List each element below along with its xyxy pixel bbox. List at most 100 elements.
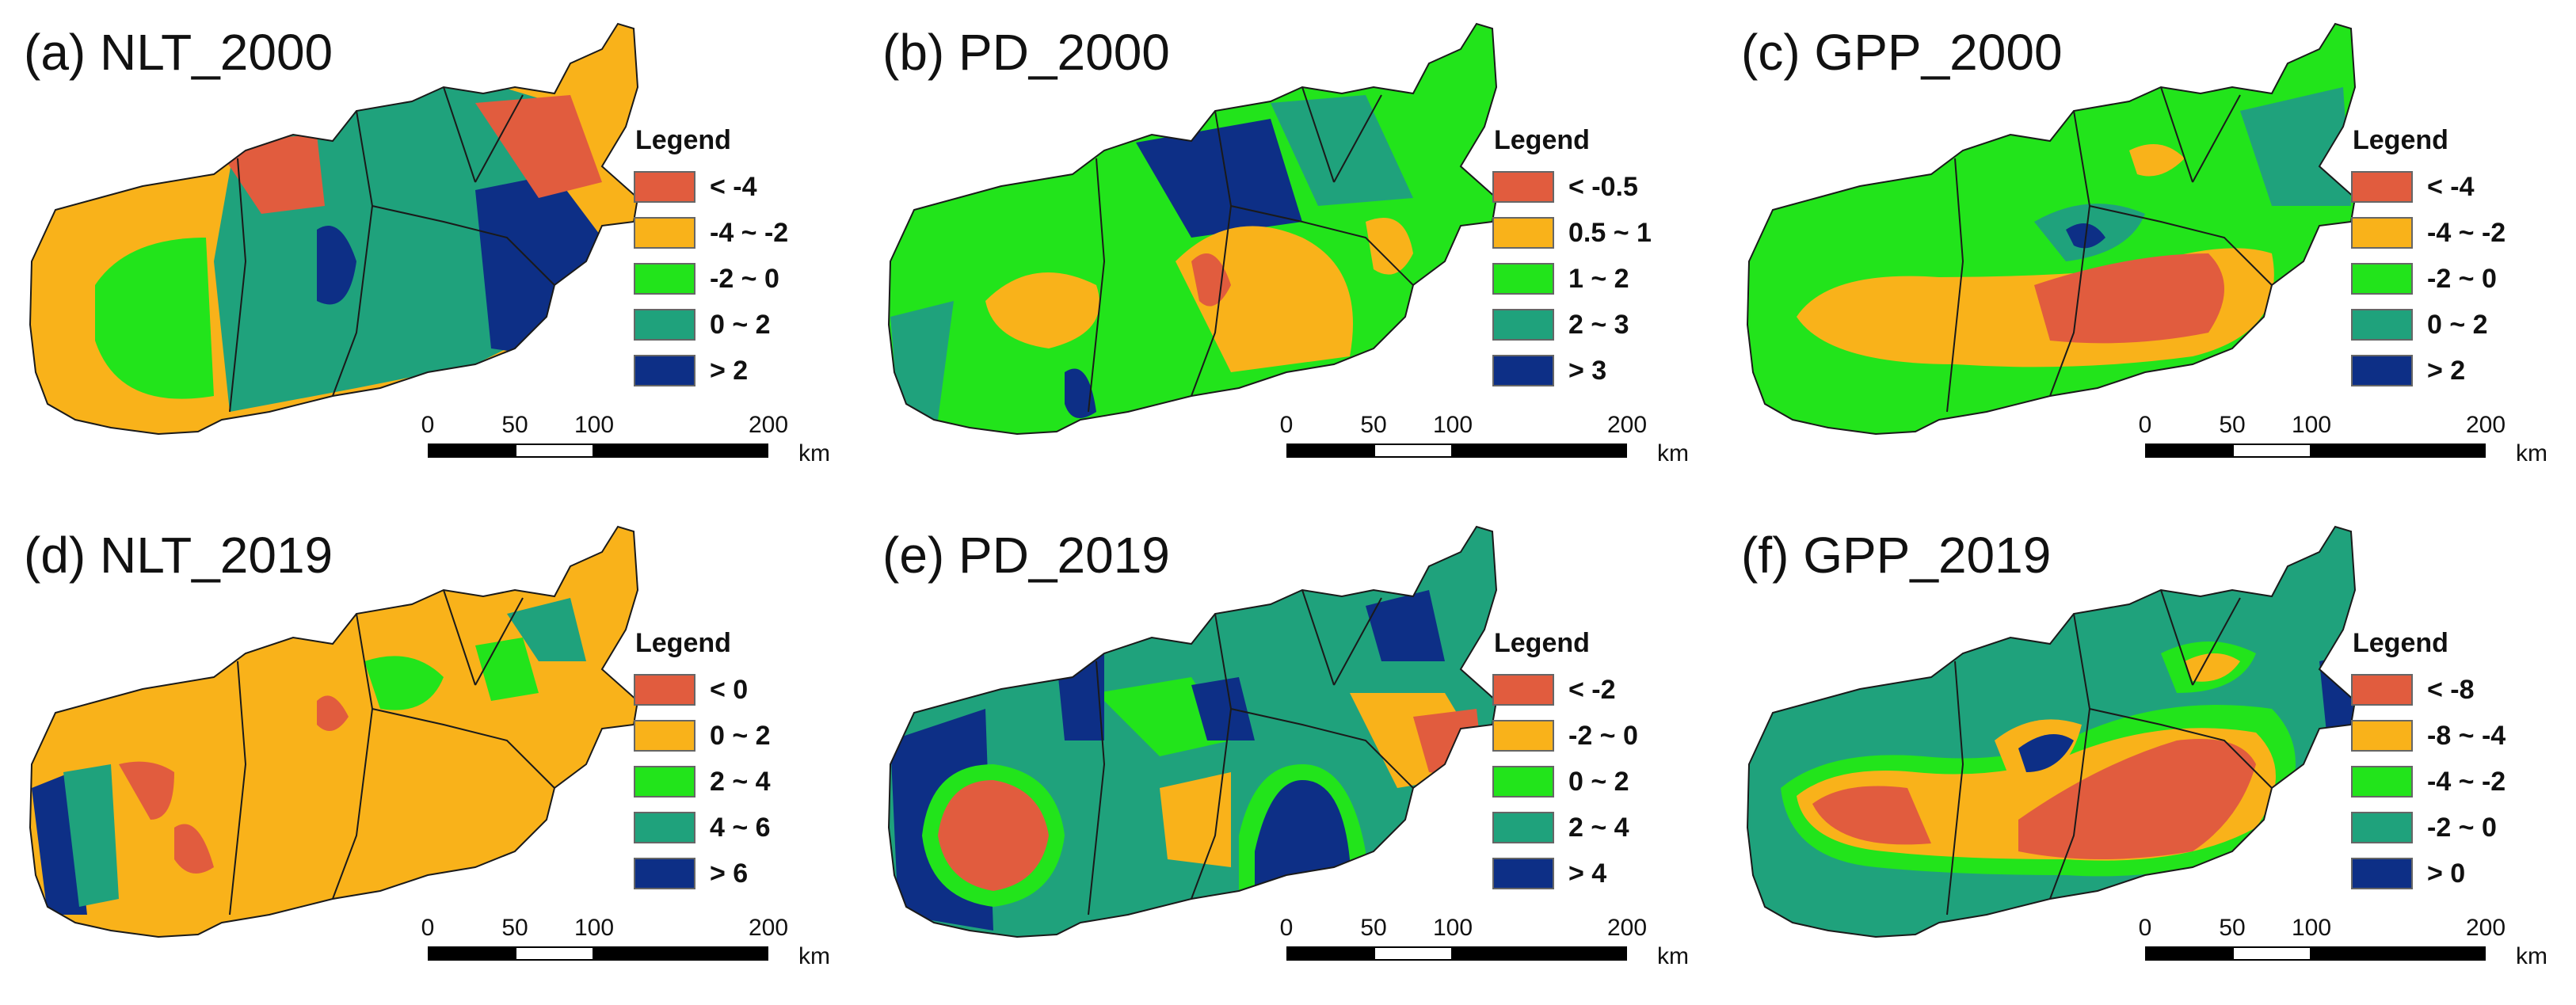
map-panel-c: (c) GPP_2000 Legend < -4 -4 ~ -2 -2 ~ 0 …: [1717, 0, 2576, 502]
scale-segment: [2145, 946, 2232, 961]
scale-tick-200: 200: [748, 412, 789, 438]
legend-item: -2 ~ 0: [1492, 714, 1682, 757]
legend-swatch: [1492, 171, 1554, 203]
legend-swatch: [634, 171, 695, 203]
scale-tick-100: 100: [2291, 915, 2332, 941]
scale-segment: [1453, 443, 1627, 458]
legend-item: 2 ~ 3: [1492, 303, 1682, 346]
legend-label: 0.5 ~ 1: [1568, 217, 1652, 248]
legend-item: 1 ~ 2: [1492, 257, 1682, 300]
scale-bar: 0 50 100 200 km: [1280, 412, 1689, 467]
scale-segment: [1286, 443, 1374, 458]
scale-tick-0: 0: [1279, 915, 1294, 941]
legend-swatch: [1492, 858, 1554, 889]
choropleth-map: [887, 22, 1498, 436]
legend-swatch: [1492, 263, 1554, 295]
scale-unit: km: [1657, 943, 1689, 969]
legend-label: > 2: [710, 355, 749, 386]
scale-unit: km: [798, 440, 830, 466]
legend-label: -4 ~ -2: [2427, 217, 2506, 248]
legend-item: < -8: [2351, 668, 2541, 711]
legend-label: 2 ~ 4: [710, 766, 771, 797]
legend-title: Legend: [1494, 125, 1590, 155]
legend-swatch: [1492, 766, 1554, 798]
legend-label: 0 ~ 2: [710, 720, 771, 751]
scale-bar: 0 50 100 200 km: [2139, 915, 2547, 970]
scale-tick-200: 200: [2465, 915, 2506, 941]
legend-swatch: [2351, 720, 2413, 752]
legend-swatch: [634, 217, 695, 249]
legend-label: < -4: [2427, 171, 2475, 202]
map-panel-a: (a) NLT_2000 Legend < -4 -4 ~ -2 -2 ~ 0 …: [0, 0, 859, 502]
scale-tick-0: 0: [2138, 412, 2152, 438]
legend-swatch: [634, 309, 695, 341]
legend-label: -2 ~ 0: [2427, 812, 2497, 843]
legend-title: Legend: [1494, 628, 1590, 658]
legend: Legend < -4 -4 ~ -2 -2 ~ 0 0 ~ 2 > 2: [634, 125, 824, 395]
legend-item: -2 ~ 0: [634, 257, 824, 300]
scale-bar: 0 50 100 200 km: [421, 915, 830, 970]
legend: Legend < -2 -2 ~ 0 0 ~ 2 2 ~ 4 > 4: [1492, 628, 1682, 898]
map-panel-e: (e) PD_2019 Legend < -2 -2 ~ 0 0 ~ 2 2 ~…: [859, 503, 1717, 1005]
choropleth-map: [887, 525, 1498, 938]
scale-unit: km: [2516, 440, 2547, 466]
scale-unit: km: [1657, 440, 1689, 466]
legend-item: 0 ~ 2: [634, 303, 824, 346]
scale-tick-200: 200: [1606, 915, 1648, 941]
legend-item: > 0: [2351, 852, 2541, 895]
scale-segment: [2232, 946, 2311, 961]
legend-label: < -0.5: [1568, 171, 1638, 202]
legend-item: < 0: [634, 668, 824, 711]
legend: Legend < -8 -8 ~ -4 -4 ~ -2 -2 ~ 0 > 0: [2351, 628, 2541, 898]
legend-item: -4 ~ -2: [634, 211, 824, 254]
legend-label: > 4: [1568, 858, 1607, 889]
scale-tick-200: 200: [1606, 412, 1648, 438]
scale-tick-0: 0: [2138, 915, 2152, 941]
legend-swatch: [634, 812, 695, 843]
scale-segment: [1374, 946, 1453, 961]
legend-title: Legend: [635, 125, 731, 155]
legend-item: > 3: [1492, 349, 1682, 392]
legend-swatch: [634, 720, 695, 752]
scale-tick-0: 0: [421, 915, 435, 941]
scale-unit: km: [798, 943, 830, 969]
legend-label: < -4: [710, 171, 757, 202]
panel-title: (f) GPP_2019: [1741, 527, 2052, 584]
legend-swatch: [1492, 812, 1554, 843]
legend-swatch: [2351, 217, 2413, 249]
legend-item: 0 ~ 2: [2351, 303, 2541, 346]
legend-swatch: [634, 766, 695, 798]
legend-swatch: [1492, 217, 1554, 249]
legend-swatch: [1492, 720, 1554, 752]
legend-label: -8 ~ -4: [2427, 720, 2506, 751]
legend-label: > 6: [710, 858, 749, 889]
legend-title: Legend: [2353, 125, 2448, 155]
legend-item: 2 ~ 4: [634, 760, 824, 803]
legend-label: -2 ~ 0: [710, 263, 779, 294]
map-panel-b: (b) PD_2000 Legend < -0.5 0.5 ~ 1 1 ~ 2 …: [859, 0, 1717, 502]
legend: Legend < -4 -4 ~ -2 -2 ~ 0 0 ~ 2 > 2: [2351, 125, 2541, 395]
legend-label: 1 ~ 2: [1568, 263, 1629, 294]
scale-segment: [2232, 443, 2311, 458]
legend-swatch: [634, 674, 695, 706]
legend-swatch: [2351, 858, 2413, 889]
scale-segment: [594, 946, 768, 961]
legend-swatch: [2351, 263, 2413, 295]
legend-label: < -8: [2427, 674, 2475, 705]
scale-bar: 0 50 100 200 km: [1280, 915, 1689, 970]
legend-label: 4 ~ 6: [710, 812, 771, 843]
scale-tick-100: 100: [574, 412, 615, 438]
scale-segment: [515, 443, 594, 458]
scale-segment: [428, 443, 515, 458]
scale-segment: [2145, 443, 2232, 458]
legend-label: 0 ~ 2: [2427, 309, 2488, 340]
legend-label: > 3: [1568, 355, 1607, 386]
map-panel-f: (f) GPP_2019 Legend < -8 -8 ~ -4 -4 ~ -2…: [1717, 503, 2576, 1005]
legend-item: < -0.5: [1492, 166, 1682, 208]
legend-label: -4 ~ -2: [2427, 766, 2506, 797]
scale-tick-100: 100: [574, 915, 615, 941]
legend-label: > 2: [2427, 355, 2466, 386]
panel-title: (d) NLT_2019: [24, 527, 333, 584]
scale-tick-100: 100: [2291, 412, 2332, 438]
scale-tick-50: 50: [1360, 915, 1387, 941]
